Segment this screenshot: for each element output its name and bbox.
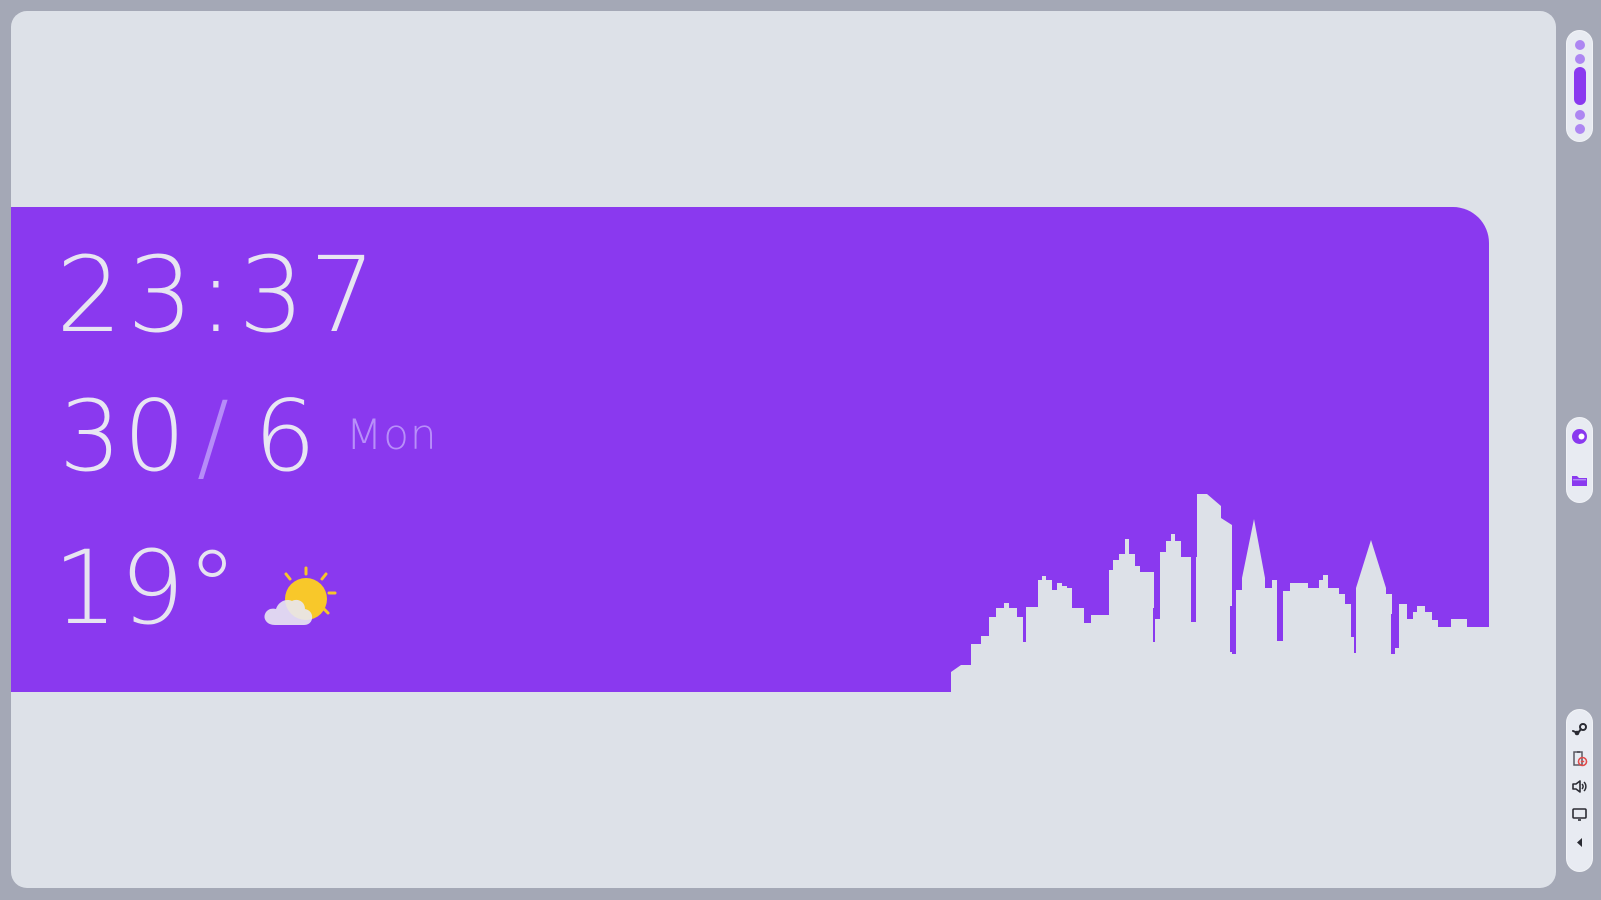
steam-icon[interactable] — [1571, 722, 1588, 739]
system-tray — [1566, 709, 1593, 872]
folder-icon[interactable] — [1571, 472, 1588, 489]
workspace-dot[interactable] — [1575, 54, 1585, 64]
temperature: 19° — [53, 529, 240, 648]
display-icon[interactable] — [1571, 806, 1588, 823]
weekday-label: Mon — [346, 410, 438, 459]
city-skyline — [951, 494, 1489, 692]
workspace-dot[interactable] — [1575, 110, 1585, 120]
quick-actions — [1566, 417, 1593, 503]
partly-cloudy-icon — [259, 566, 345, 642]
date-month: 6 — [253, 380, 319, 494]
volume-icon[interactable] — [1571, 778, 1588, 795]
date-separator: / — [196, 381, 230, 493]
workspace-dot[interactable] — [1575, 40, 1585, 50]
workspace-switcher[interactable] — [1566, 30, 1593, 142]
active-workspace-indicator[interactable] — [1574, 67, 1586, 105]
clock-weather-widget: 23:37 30 / 6 Mon 19° — [11, 207, 1489, 692]
desktop-frame: 23:37 30 / 6 Mon 19° — [11, 11, 1556, 888]
date-display: 30 / 6 — [59, 388, 318, 486]
date-day: 30 — [59, 380, 188, 494]
record-icon[interactable] — [1571, 428, 1588, 445]
chevron-left-icon[interactable] — [1571, 834, 1588, 851]
workspace-dot[interactable] — [1575, 124, 1585, 134]
clock-time: 23:37 — [56, 234, 381, 356]
clipboard-icon[interactable] — [1571, 750, 1588, 767]
